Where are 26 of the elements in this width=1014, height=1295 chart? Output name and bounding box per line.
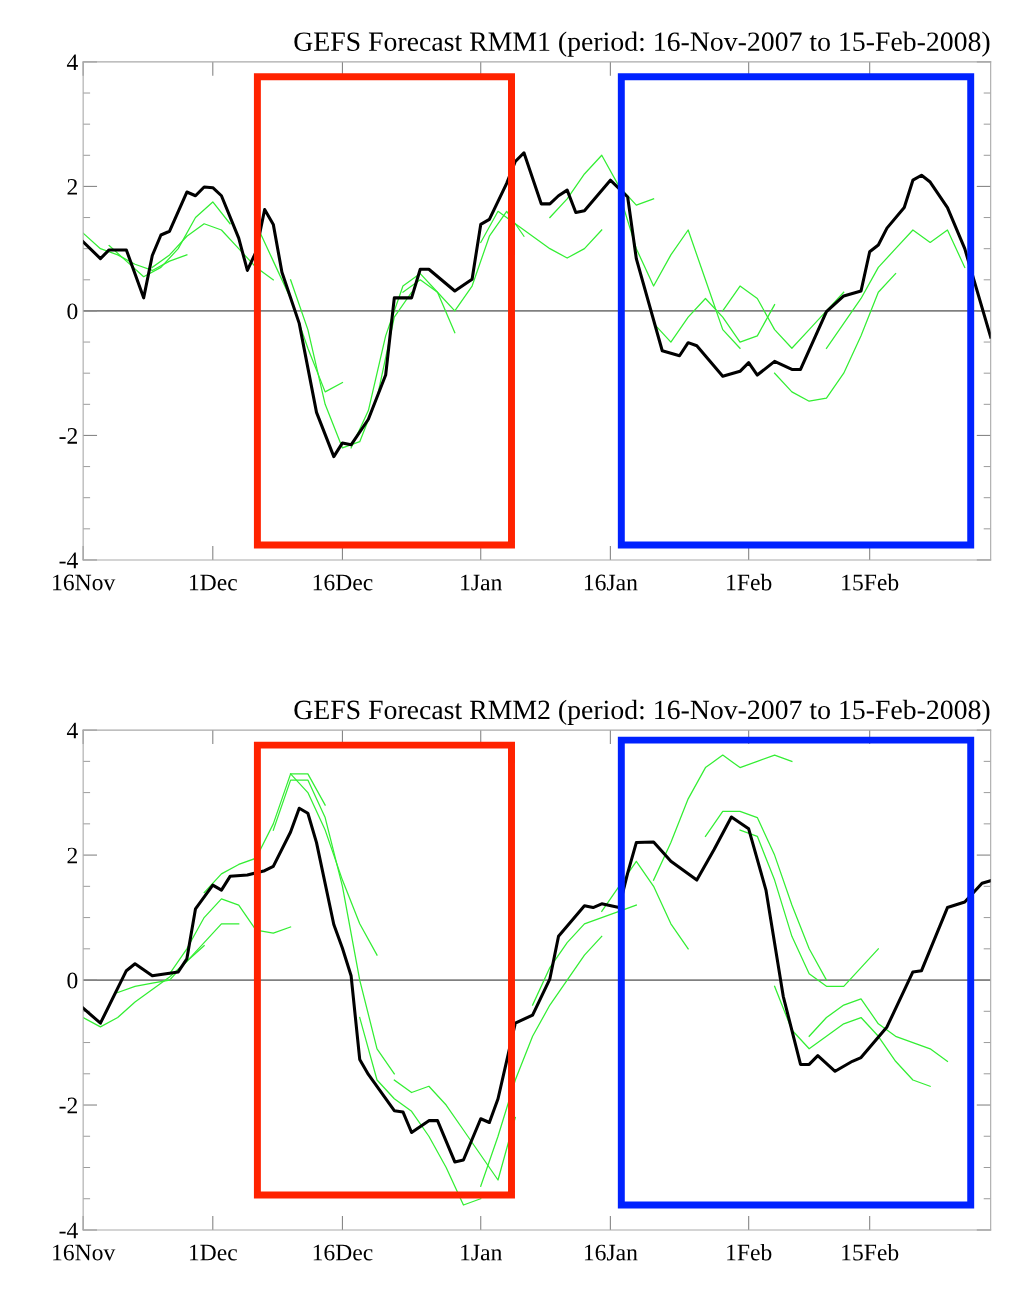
y-tick-label: 0 bbox=[67, 303, 78, 320]
y-tick-label: -4 bbox=[59, 552, 78, 569]
chart-title: GEFS Forecast RMM1 (period: 16-Nov-2007 to 15-Feb-2008) bbox=[294, 31, 990, 57]
y-tick-label: -2 bbox=[59, 1097, 77, 1114]
chart-title: GEFS Forecast RMM2 (period: 16-Nov-2007 to 15-Feb-2008) bbox=[294, 699, 990, 725]
x-tick-label: 16Nov bbox=[53, 574, 116, 591]
x-tick-label: 16Dec bbox=[313, 574, 373, 591]
x-tick-label: 16Jan bbox=[584, 1244, 638, 1261]
y-tick-label: 2 bbox=[67, 847, 77, 864]
y-tick-label: -2 bbox=[59, 428, 77, 444]
y-tick-label: 4 bbox=[66, 722, 78, 739]
y-tick-label: 0 bbox=[67, 972, 78, 989]
x-tick-label: 15Feb bbox=[842, 1243, 899, 1261]
x-tick-label: 15Feb bbox=[842, 573, 899, 591]
x-tick-label: 1Jan bbox=[461, 1244, 503, 1261]
x-tick-label: 16Dec bbox=[313, 1244, 373, 1261]
x-tick-label: 1Dec bbox=[189, 1244, 237, 1261]
x-tick-label: 1Jan bbox=[461, 574, 503, 591]
x-tick-label: 1Dec bbox=[189, 574, 237, 591]
x-tick-label: 1Feb bbox=[727, 573, 772, 591]
x-tick-label: 16Nov bbox=[53, 1244, 116, 1261]
x-tick-label: 1Feb bbox=[727, 1243, 772, 1261]
x-tick-label: 16Jan bbox=[584, 574, 638, 591]
y-tick-label: 2 bbox=[67, 178, 77, 195]
y-tick-label: 4 bbox=[66, 54, 78, 71]
y-tick-label: -4 bbox=[59, 1222, 78, 1239]
